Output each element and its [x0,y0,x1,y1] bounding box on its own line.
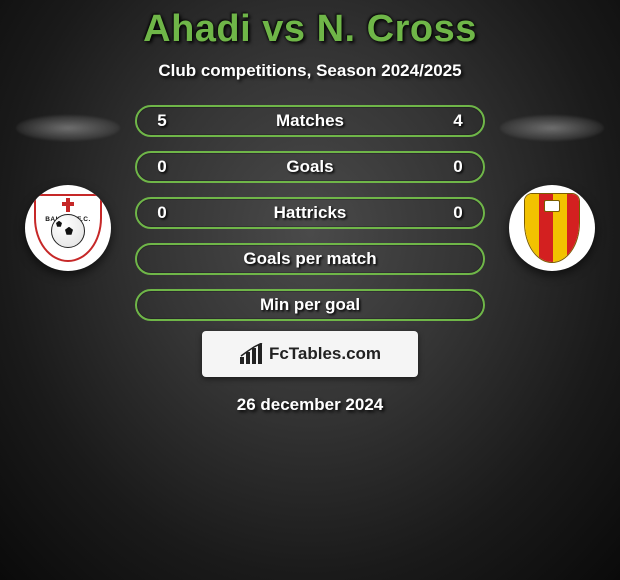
crest-emblem [544,200,560,212]
stat-pill: 0Goals0 [135,151,485,183]
stat-pill: Goals per match [135,243,485,275]
stat-label: Min per goal [171,295,449,315]
main-row: BALZAN F.C. 5Matches40Goals00Hattricks0G… [0,105,620,321]
subtitle: Club competitions, Season 2024/2025 [158,61,461,81]
left-side-column: BALZAN F.C. [8,105,128,271]
stat-pill: Min per goal [135,289,485,321]
date-text: 26 december 2024 [237,395,384,415]
stat-label: Matches [171,111,449,131]
left-club-crest: BALZAN F.C. [34,194,102,262]
stat-label: Goals per match [171,249,449,269]
stat-value-right: 4 [449,111,467,131]
player-shadow-right [500,115,604,141]
right-side-column [492,105,612,271]
watermark: FcTables.com [202,331,418,377]
right-club-badge [509,185,595,271]
stat-value-left: 5 [153,111,171,131]
stat-pill: 0Hattricks0 [135,197,485,229]
stat-value-right: 0 [449,203,467,223]
stat-value-left: 0 [153,203,171,223]
right-club-crest [524,193,580,263]
stat-label: Hattricks [171,203,449,223]
bars-icon [239,343,265,365]
stats-column: 5Matches40Goals00Hattricks0Goals per mat… [128,105,492,321]
stat-pill: 5Matches4 [135,105,485,137]
stat-value-right: 0 [449,157,467,177]
player-shadow-left [16,115,120,141]
cross-icon [62,202,74,206]
stat-value-left: 0 [153,157,171,177]
soccer-ball-icon [51,214,85,248]
left-club-badge: BALZAN F.C. [25,185,111,271]
stat-label: Goals [171,157,449,177]
stripe [567,194,580,262]
page-title: Ahadi vs N. Cross [143,8,477,51]
watermark-text: FcTables.com [269,344,381,364]
stripe [525,194,539,262]
content-wrapper: Ahadi vs N. Cross Club competitions, Sea… [0,0,620,580]
